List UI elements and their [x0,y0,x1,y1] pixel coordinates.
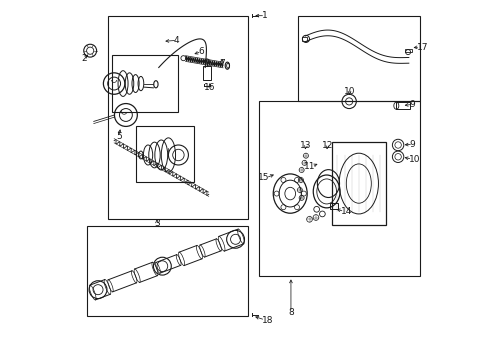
Bar [135,126,194,182]
Bar [298,16,419,102]
Text: 15: 15 [258,174,269,183]
Text: 2: 2 [81,54,86,63]
Bar [405,49,411,52]
Text: 10: 10 [343,87,355,96]
Text: 10: 10 [408,155,420,164]
Text: 6: 6 [198,47,203,56]
Text: 9: 9 [408,100,414,109]
Bar [301,37,306,41]
Bar [203,66,211,80]
Text: 1: 1 [261,11,267,20]
Text: 7: 7 [218,59,224,68]
Text: 16: 16 [203,83,215,92]
Bar [395,102,409,109]
Text: 4: 4 [173,36,179,45]
Text: 18: 18 [261,315,273,324]
Bar [111,55,178,112]
Text: 13: 13 [300,141,311,150]
Text: 17: 17 [416,42,427,51]
Bar [258,102,419,276]
Text: 5: 5 [116,132,122,141]
Text: 12: 12 [321,141,332,150]
Text: 3: 3 [154,219,160,228]
Bar [331,143,385,225]
Text: 14: 14 [340,207,352,216]
Bar [108,16,247,219]
Bar [329,203,337,209]
Text: 8: 8 [287,308,293,317]
Text: 11: 11 [303,162,315,171]
Bar [86,226,247,316]
Text: 9: 9 [408,140,414,149]
